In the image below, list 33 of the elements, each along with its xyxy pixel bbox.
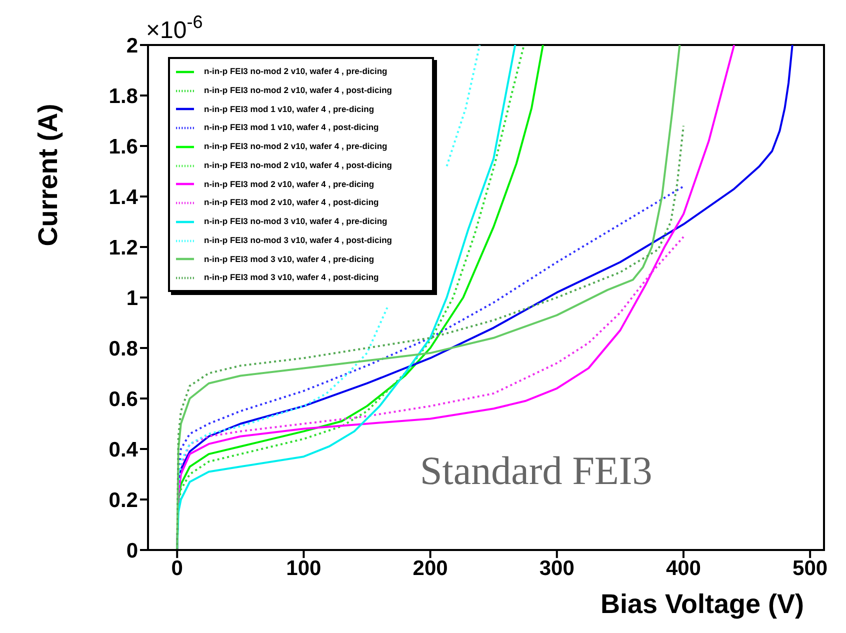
legend-label: n-in-p FEI3 no-mod 3 v10, wafer 4 , pre-dicing <box>204 216 388 226</box>
legend-label: n-in-p FEI3 no-mod 2 v10, wafer 4 , post-dicing <box>204 160 392 170</box>
x-tick-label: 200 <box>412 556 448 580</box>
y-tick-label: 1.6 <box>108 135 138 158</box>
x-axis-title: Bias Voltage (V) <box>600 589 804 619</box>
legend-label: n-in-p FEI3 mod 1 v10, wafer 4 , pre-dicing <box>204 104 374 114</box>
legend-label: n-in-p FEI3 no-mod 2 v10, wafer 4 , pre-dicing <box>204 66 388 76</box>
legend-label: n-in-p FEI3 mod 2 v10, wafer 4 , post-dicing <box>204 197 379 208</box>
y-tick-label: 2 <box>126 34 138 58</box>
text: ×10$^{-6}$ <box>146 12 203 44</box>
legend-label: n-in-p FEI3 no-mod 2 v10, wafer 4 , post-dicing <box>204 84 392 95</box>
y-tick-label: 0.4 <box>108 438 138 462</box>
legend-label: n-in-p FEI3 no-mod 2 v10, wafer 4 , pre-dicing <box>204 141 388 151</box>
y-tick-label: 1.4 <box>108 186 138 209</box>
annotation: Standard FEI3 <box>420 448 652 493</box>
legend-label: n-in-p FEI3 mod 2 v10, wafer 4 , pre-dicing <box>204 178 374 188</box>
legend-label: n-in-p FEI3 mod 3 v10, wafer 4 , pre-dicing <box>204 254 374 264</box>
legend-label: n-in-p FEI3 no-mod 3 v10, wafer 4 , post-dicing <box>204 234 392 245</box>
x-tick-label: 300 <box>539 556 574 580</box>
x-tick-label: 500 <box>792 556 828 580</box>
x-tick-label: 0 <box>171 556 183 580</box>
y-axis-title: Current (A) <box>33 104 64 246</box>
y-tick-label: 0.8 <box>108 337 138 360</box>
y-tick-label: 0.2 <box>108 488 138 512</box>
x-tick-label: 400 <box>666 556 702 580</box>
legend-label: n-in-p FEI3 mod 3 v10, wafer 4 , post-dicing <box>204 272 379 282</box>
y-tick-label: 1.8 <box>108 84 138 108</box>
y-tick-label: 0.6 <box>108 388 138 411</box>
x-tick-label: 100 <box>286 556 322 580</box>
y-tick-label: 0 <box>126 539 138 562</box>
y-tick-label: 1.2 <box>108 236 138 260</box>
legend-label: n-in-p FEI3 mod 1 v10, wafer 4 , post-dicing <box>204 122 379 132</box>
y-tick-label: 1 <box>126 286 138 310</box>
